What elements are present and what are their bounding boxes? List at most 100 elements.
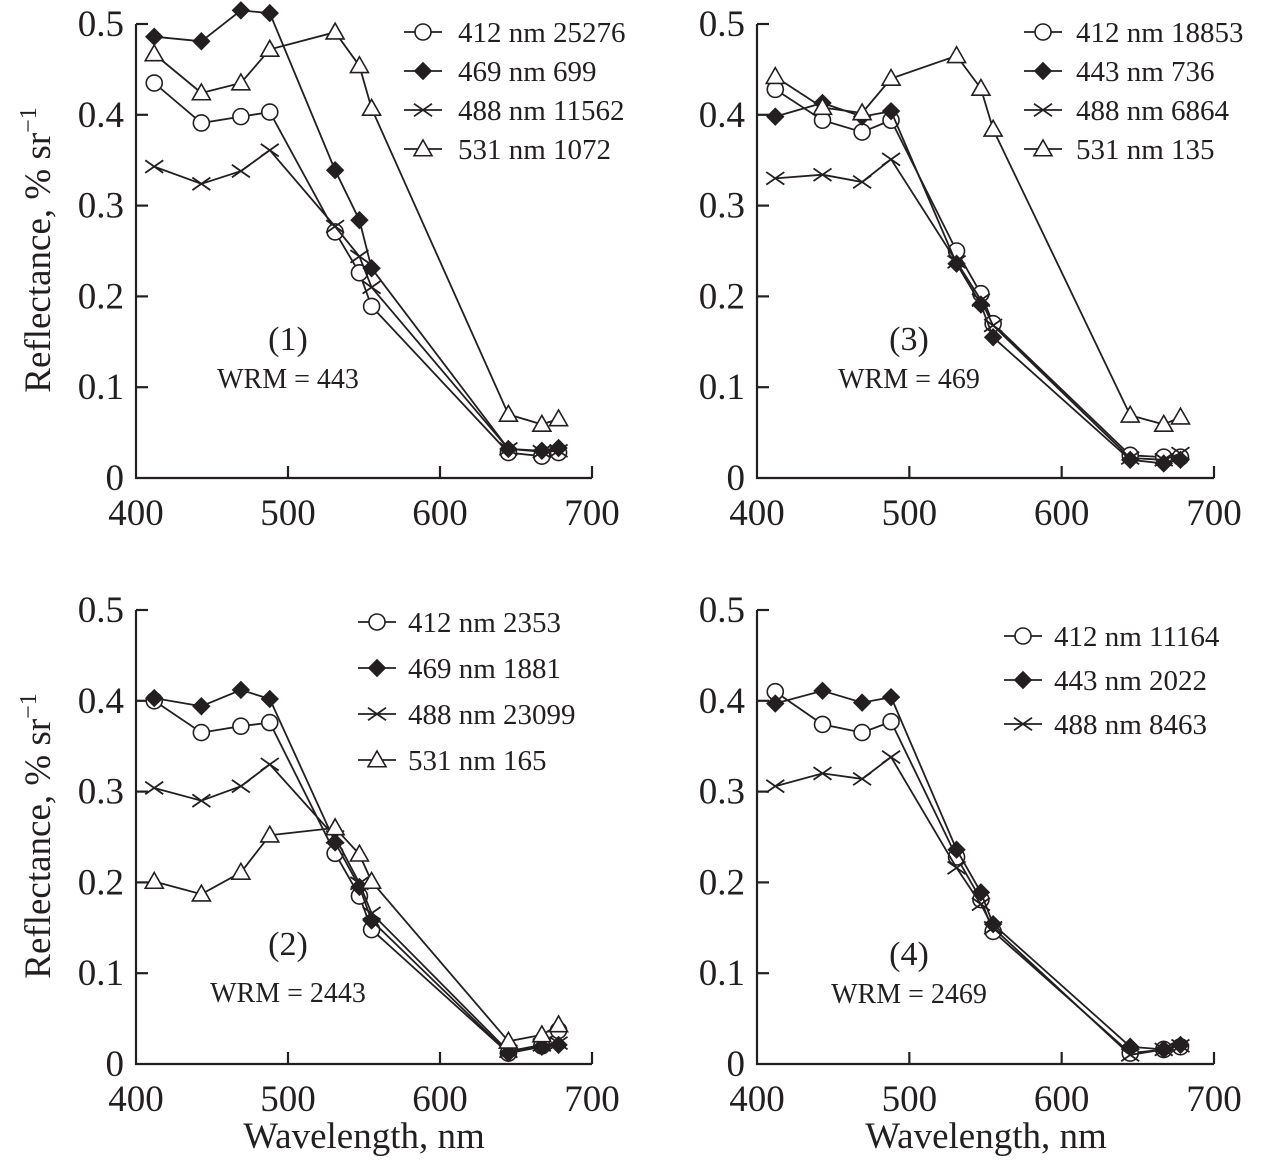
x-axis-title: Wavelength, nm [243,1116,485,1157]
legend-label: 412 nm 11164 [1054,621,1220,653]
y-tick-label: 0.1 [78,367,124,408]
legend-marker [1033,61,1053,81]
data-point [765,779,785,794]
data-point [852,174,872,190]
legend-item: 443 nm 736 [1024,56,1215,88]
data-point [882,712,900,731]
series-line [775,157,1181,461]
y-tick-label: 0.5 [78,4,124,45]
data-point [853,723,871,742]
legend-label: 531 nm 1072 [458,134,611,166]
y-axis-title: Reflectance, % sr−1 [16,107,59,392]
legend-item: 412 nm 11164 [1004,621,1220,653]
legend-marker [1032,138,1054,157]
x-tick-label: 600 [412,493,468,534]
x-tick-label: 700 [564,493,620,534]
data-point [1170,446,1191,461]
data-point [549,438,568,458]
data-point [231,1,251,20]
series-531nm [143,817,569,1049]
series-line [153,148,559,453]
data-point [812,96,833,116]
legend-item: 531 nm 135 [1024,134,1215,166]
legend-item: 469 nm 1881 [358,653,561,685]
wrm-annotation: WRM = 443 [217,364,359,395]
data-point [230,861,252,880]
data-point [192,723,211,742]
data-point [947,254,967,269]
data-point [192,114,211,132]
data-point [971,292,991,308]
data-point [259,38,281,57]
y-tick-label: 0 [727,1044,746,1085]
data-point [143,870,165,890]
y-tick-label: 0 [727,458,746,499]
data-point [349,249,369,264]
x-tick-label: 600 [412,1079,468,1120]
data-point [881,750,901,765]
y-tick-label: 0 [106,1044,125,1085]
y-tick-label: 0.5 [699,4,745,45]
x-tick-label: 500 [882,1079,938,1120]
legend-marker [414,23,432,41]
data-point [531,413,553,432]
legend-label: 488 nm 23099 [408,699,576,731]
data-point [362,259,381,278]
y-tick-label: 0.2 [699,276,745,317]
legend-item: 488 nm 6864 [1024,95,1230,127]
data-point [362,297,381,316]
data-point [549,1036,569,1051]
y-tick-label: 0.5 [699,590,745,631]
x-tick-label: 700 [1186,493,1242,534]
data-point [812,766,833,781]
data-point [1119,404,1141,423]
data-point [983,920,1003,935]
data-point [1170,406,1191,425]
data-point [231,779,251,794]
y-tick-label: 0.1 [699,367,745,408]
legend-label: 412 nm 18853 [1076,17,1244,49]
data-point [232,717,250,736]
legend-label: 531 nm 165 [408,745,547,777]
legend-item: 531 nm 1072 [404,134,611,166]
series-488nm [144,143,569,459]
x-tick-label: 600 [1034,1079,1090,1120]
data-point [881,152,901,167]
y-tick-label: 0.2 [78,276,124,317]
y-tick-label: 0.3 [78,772,124,813]
data-point [971,897,991,912]
legend-marker [367,706,387,722]
y-tick-label: 0.1 [699,953,745,994]
legend-marker [368,613,386,631]
data-point [880,67,902,87]
legend-label: 443 nm 2022 [1054,665,1207,697]
data-point [498,441,518,456]
data-point [813,715,832,734]
series-line [153,763,559,1053]
data-point [144,159,164,174]
x-tick-label: 400 [108,493,164,534]
data-point [232,107,250,126]
data-point [324,817,346,836]
y-tick-label: 0.3 [699,772,745,813]
data-point [260,689,279,709]
data-point [325,160,345,180]
x-tick-label: 600 [1034,493,1090,534]
data-point [1154,1042,1174,1057]
x-tick-label: 500 [260,493,316,534]
legend-item: 412 nm 25276 [404,17,626,49]
data-point [191,176,211,191]
panel-1: 0 0.1 0.2 0.3 0.4 0.5 400 500 600 700 Reflectance,… [16,1,626,534]
series-line [775,755,1181,1056]
data-point [881,101,901,121]
legend-label: 443 nm 736 [1076,56,1215,88]
data-point [145,688,164,708]
series-line [153,82,559,458]
data-point [192,697,211,716]
data-point [548,408,569,427]
legend-item: 531 nm 165 [358,745,547,777]
series-488nm [765,152,1191,467]
panel-3: 0 0.1 0.2 0.3 0.4 0.5 400 500 600 700 412 nm 18853… [699,4,1244,534]
series-line [153,31,559,426]
legend-marker [1013,670,1033,690]
